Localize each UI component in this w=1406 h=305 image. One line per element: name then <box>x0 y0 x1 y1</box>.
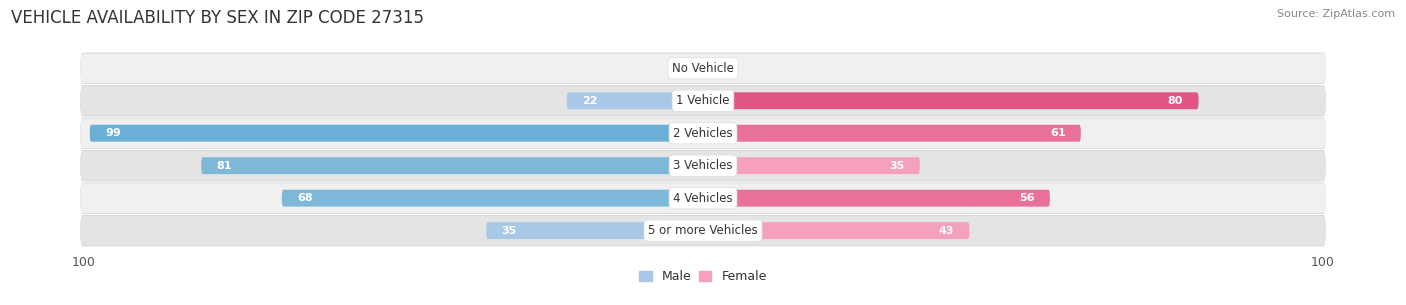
Text: Source: ZipAtlas.com: Source: ZipAtlas.com <box>1277 9 1395 19</box>
FancyBboxPatch shape <box>80 183 1326 213</box>
FancyBboxPatch shape <box>703 125 1081 142</box>
Text: VEHICLE AVAILABILITY BY SEX IN ZIP CODE 27315: VEHICLE AVAILABILITY BY SEX IN ZIP CODE … <box>11 9 425 27</box>
Text: No Vehicle: No Vehicle <box>672 62 734 75</box>
Text: 99: 99 <box>105 128 121 138</box>
FancyBboxPatch shape <box>703 222 969 239</box>
Text: 35: 35 <box>502 226 517 236</box>
FancyBboxPatch shape <box>690 60 703 77</box>
Text: 56: 56 <box>1019 193 1035 203</box>
Text: 35: 35 <box>889 161 904 171</box>
Text: 4 Vehicles: 4 Vehicles <box>673 192 733 205</box>
FancyBboxPatch shape <box>80 215 1326 246</box>
Text: 80: 80 <box>1168 96 1182 106</box>
FancyBboxPatch shape <box>80 151 1326 181</box>
Text: 22: 22 <box>582 96 598 106</box>
FancyBboxPatch shape <box>703 92 1198 109</box>
FancyBboxPatch shape <box>80 216 1326 246</box>
FancyBboxPatch shape <box>80 150 1326 181</box>
Text: 1 Vehicle: 1 Vehicle <box>676 94 730 107</box>
FancyBboxPatch shape <box>80 118 1326 148</box>
Text: 81: 81 <box>217 161 232 171</box>
Text: 68: 68 <box>297 193 314 203</box>
Text: 0: 0 <box>721 63 728 73</box>
Text: 3 Vehicles: 3 Vehicles <box>673 159 733 172</box>
Text: 0: 0 <box>678 63 685 73</box>
FancyBboxPatch shape <box>703 157 920 174</box>
FancyBboxPatch shape <box>80 86 1326 116</box>
FancyBboxPatch shape <box>80 53 1326 84</box>
FancyBboxPatch shape <box>486 222 703 239</box>
FancyBboxPatch shape <box>80 85 1326 116</box>
FancyBboxPatch shape <box>703 190 1050 206</box>
Text: 5 or more Vehicles: 5 or more Vehicles <box>648 224 758 237</box>
Text: 2 Vehicles: 2 Vehicles <box>673 127 733 140</box>
FancyBboxPatch shape <box>80 53 1326 83</box>
FancyBboxPatch shape <box>90 125 703 142</box>
FancyBboxPatch shape <box>201 157 703 174</box>
FancyBboxPatch shape <box>703 60 716 77</box>
FancyBboxPatch shape <box>80 118 1326 149</box>
FancyBboxPatch shape <box>567 92 703 109</box>
FancyBboxPatch shape <box>80 183 1326 214</box>
Text: 61: 61 <box>1050 128 1066 138</box>
Text: 43: 43 <box>938 226 953 236</box>
Legend: Male, Female: Male, Female <box>634 265 772 288</box>
FancyBboxPatch shape <box>281 190 703 206</box>
